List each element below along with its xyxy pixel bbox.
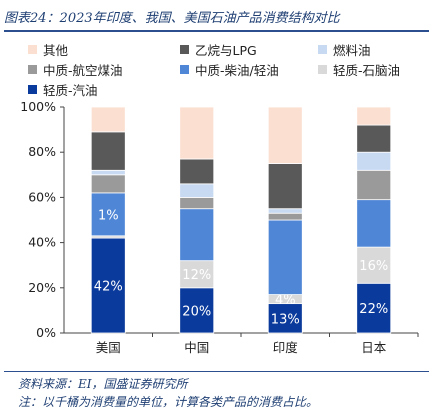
legend-item: 中质-柴油/轻油 [180, 60, 279, 79]
y-tick-label: 80% [28, 144, 56, 159]
bar-segment [356, 151, 392, 171]
bar-segment [267, 208, 303, 214]
legend-swatch [28, 85, 37, 94]
chart-title: 图表24：2023年印度、我国、美国石油产品消费结构对比 [4, 11, 340, 26]
data-label: 4% [275, 293, 296, 308]
x-tick-label: 日本 [361, 340, 387, 355]
x-tick-label: 美国 [96, 340, 121, 355]
legend-item: 中质-航空煤油 [28, 60, 123, 79]
y-tick-label: 100% [20, 99, 56, 114]
legend-swatch [318, 65, 327, 74]
data-label: 1% [98, 208, 119, 223]
data-label: 20% [182, 304, 211, 319]
source-note: 资料来源：EI，国盛证券研究所 [18, 377, 188, 391]
y-tick-label: 20% [28, 280, 56, 295]
legend-label: 其他 [43, 43, 69, 58]
legend-item: 燃料油 [318, 40, 371, 59]
bar-segment [356, 246, 392, 284]
footnote: 注：以千桶为消费量的单位，计算各类产品的消费占比。 [18, 395, 319, 409]
y-tick-label: 40% [28, 235, 56, 250]
bar-segment [356, 124, 392, 153]
data-label: 12% [182, 268, 211, 283]
legend-item: 乙烷与LPG [180, 40, 257, 59]
data-label: 13% [271, 312, 300, 327]
x-tick-label: 中国 [184, 340, 209, 355]
legend-swatch [28, 65, 37, 74]
bar-segment [356, 169, 392, 201]
footer-rule [4, 371, 429, 372]
bar-segment [179, 287, 215, 334]
bar-segment [179, 158, 215, 185]
y-tick-label: 60% [28, 189, 56, 204]
legend-label: 乙烷与LPG [195, 43, 257, 58]
bar-segment [90, 169, 126, 176]
bar-segment [90, 106, 126, 133]
bar-segment [356, 282, 392, 334]
legend-swatch [28, 45, 37, 54]
legend-label: 中质-柴油/轻油 [195, 63, 279, 78]
bar-segment [179, 183, 215, 198]
legend-label: 中质-航空煤油 [43, 63, 123, 78]
x-tick-label: 印度 [273, 340, 299, 355]
bar-segment [90, 131, 126, 171]
bar-segment [267, 163, 303, 210]
bar-segment [90, 174, 126, 194]
legend-swatch [180, 65, 189, 74]
legend-label: 燃料油 [333, 43, 371, 58]
bar-segment [356, 199, 392, 248]
legend-item: 轻质-石脑油 [318, 60, 400, 79]
data-label: 16% [359, 259, 388, 274]
bar-segment [179, 106, 215, 160]
legend-item: 其他 [28, 40, 68, 59]
data-label: 22% [359, 302, 388, 317]
bar-segment [267, 212, 303, 221]
bar-segment [179, 208, 215, 262]
legend-label: 轻质-石脑油 [333, 63, 401, 78]
bar-segment [90, 192, 126, 237]
bar-segment [267, 303, 303, 334]
title-rule [4, 30, 429, 32]
legend-swatch [318, 45, 327, 54]
data-label: 42% [94, 280, 123, 295]
bar-segment [267, 106, 303, 164]
bar-segment [179, 196, 215, 210]
bar-segment [267, 219, 303, 295]
legend-label: 轻质-汽油 [43, 83, 98, 98]
bar-segment [356, 106, 392, 126]
y-tick-label: 0% [36, 325, 56, 340]
legend-swatch [180, 45, 189, 54]
legend-item: 轻质-汽油 [28, 80, 98, 99]
